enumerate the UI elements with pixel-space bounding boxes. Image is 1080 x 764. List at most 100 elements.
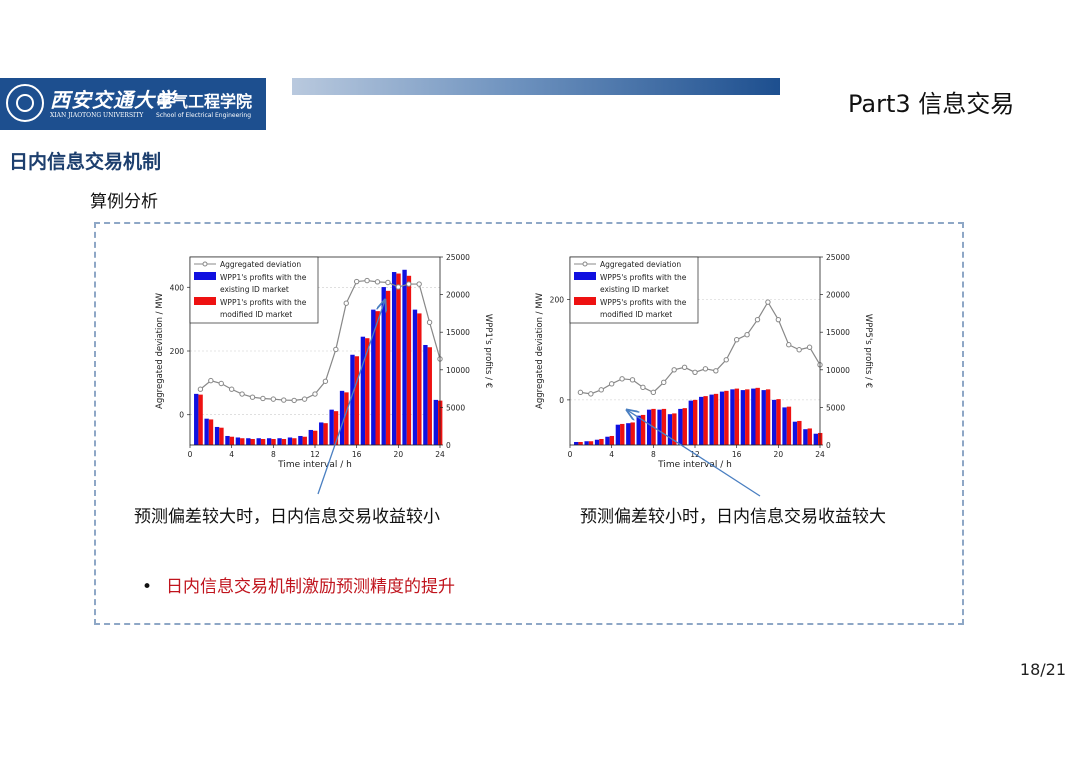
bar-existing: [360, 336, 366, 445]
page-number: 18/21: [1019, 660, 1066, 679]
bar-existing: [699, 396, 704, 445]
deviation-point: [629, 377, 636, 383]
bar-existing: [246, 438, 251, 445]
bar-modified: [588, 441, 594, 445]
bar-modified: [661, 408, 667, 445]
deviation-point: [608, 381, 615, 387]
bar-existing: [667, 414, 673, 445]
deviation-point: [385, 279, 391, 286]
header-gradient-bar: [292, 78, 780, 95]
bar-modified: [640, 414, 646, 445]
y-right-tick-label: 10000: [826, 366, 850, 375]
legend-entry: WPP1's profits with the: [220, 273, 307, 282]
deviation-point: [322, 378, 329, 384]
bar-modified: [765, 389, 771, 445]
bar-modified: [786, 406, 792, 445]
deviation-point: [343, 300, 349, 306]
y-right-tick-label: 15000: [446, 328, 470, 337]
y-left-axis-label: Aggregated deviation / MW: [155, 292, 165, 409]
bar-existing: [402, 269, 407, 445]
legend-entry: WPP5's profits with the: [600, 298, 687, 307]
y-right-axis-label: WPP5's profits / €: [863, 314, 873, 388]
y-right-tick-label: 25000: [446, 253, 470, 262]
bar-existing: [751, 388, 756, 445]
deviation-point: [312, 391, 318, 397]
bar-existing: [709, 394, 714, 445]
legend-entry: WPP5's profits with the: [600, 273, 687, 282]
bar-existing: [594, 439, 600, 445]
bullet-item: • 日内信息交易机制激励预测精度的提升: [142, 572, 455, 597]
bar-modified: [745, 389, 750, 445]
legend-entry: modified ID market: [220, 310, 292, 319]
bar-existing: [423, 344, 428, 445]
bar-modified: [620, 423, 625, 445]
deviation-point: [806, 344, 813, 350]
bar-modified: [323, 423, 328, 445]
bar-modified: [417, 313, 422, 445]
arrow-right: [627, 410, 761, 497]
section-title: 日内信息交易机制: [9, 151, 162, 173]
y-left-tick-label: 0: [559, 396, 564, 405]
bar-modified: [365, 338, 370, 445]
school-name-cn: 电气工程学院: [156, 92, 253, 111]
deviation-point: [281, 397, 287, 403]
legend-modified-swatch: [574, 297, 596, 305]
bar-modified: [385, 290, 391, 445]
bar-modified: [208, 419, 214, 445]
deviation-point: [416, 281, 422, 287]
x-tick-label: 0: [568, 450, 573, 459]
bar-existing: [740, 390, 746, 445]
bar-existing: [235, 437, 241, 445]
deviation-point: [260, 395, 266, 402]
y-left-tick-label: 200: [550, 296, 565, 305]
caption-left: 预测偏差较大时，日内信息交易收益较小: [134, 507, 440, 527]
legend-modified-swatch: [194, 297, 216, 305]
bar-existing: [329, 409, 334, 445]
part-title: Part3 信息交易: [848, 90, 1015, 118]
y-left-axis-label: Aggregated deviation / MW: [535, 292, 545, 409]
bar-existing: [657, 409, 662, 445]
deviation-point: [249, 394, 256, 400]
deviation-point: [702, 366, 709, 372]
legend-box: [189, 256, 319, 324]
legend-point-swatch: [202, 261, 208, 267]
bar-existing: [433, 399, 438, 445]
y-right-tick-label: 0: [446, 441, 451, 450]
bar-existing: [308, 429, 313, 445]
x-tick-label: 8: [651, 450, 656, 459]
x-tick-label: 24: [435, 450, 445, 459]
x-tick-label: 16: [732, 450, 742, 459]
x-tick-label: 4: [229, 450, 234, 459]
bar-existing: [339, 390, 345, 445]
x-tick-label: 12: [310, 450, 320, 459]
bar-existing: [771, 399, 777, 445]
deviation-point: [588, 391, 594, 397]
bar-modified: [682, 408, 687, 445]
bar-modified: [755, 387, 760, 445]
deviation-point: [733, 337, 740, 343]
subtitle: 算例分析: [90, 192, 158, 212]
deviation-point: [426, 319, 433, 326]
university-logo: 西安交通大学 XIAN JIAOTONG UNIVERSITY 电气工程学院 S…: [0, 78, 266, 130]
bar-existing: [803, 429, 808, 445]
legend-entry: Aggregated deviation: [600, 260, 681, 269]
bar-modified: [693, 399, 698, 445]
bar-modified: [240, 438, 245, 445]
bar-existing: [214, 426, 220, 445]
deviation-point: [598, 387, 604, 393]
deviation-point: [239, 391, 245, 397]
bar-existing: [615, 424, 621, 445]
x-axis-label: Time interval / h: [277, 460, 352, 470]
bar-modified: [271, 438, 276, 445]
y-right-tick-label: 10000: [446, 366, 470, 375]
deviation-point: [754, 316, 761, 323]
deviation-point: [713, 368, 719, 374]
deviation-point: [208, 377, 214, 384]
y-left-tick-label: 0: [179, 411, 184, 420]
bar-modified: [198, 394, 203, 445]
bar-existing: [761, 390, 766, 445]
bar-existing: [319, 422, 324, 445]
bullet-dot-icon: •: [142, 577, 153, 597]
bar-modified: [250, 438, 255, 445]
